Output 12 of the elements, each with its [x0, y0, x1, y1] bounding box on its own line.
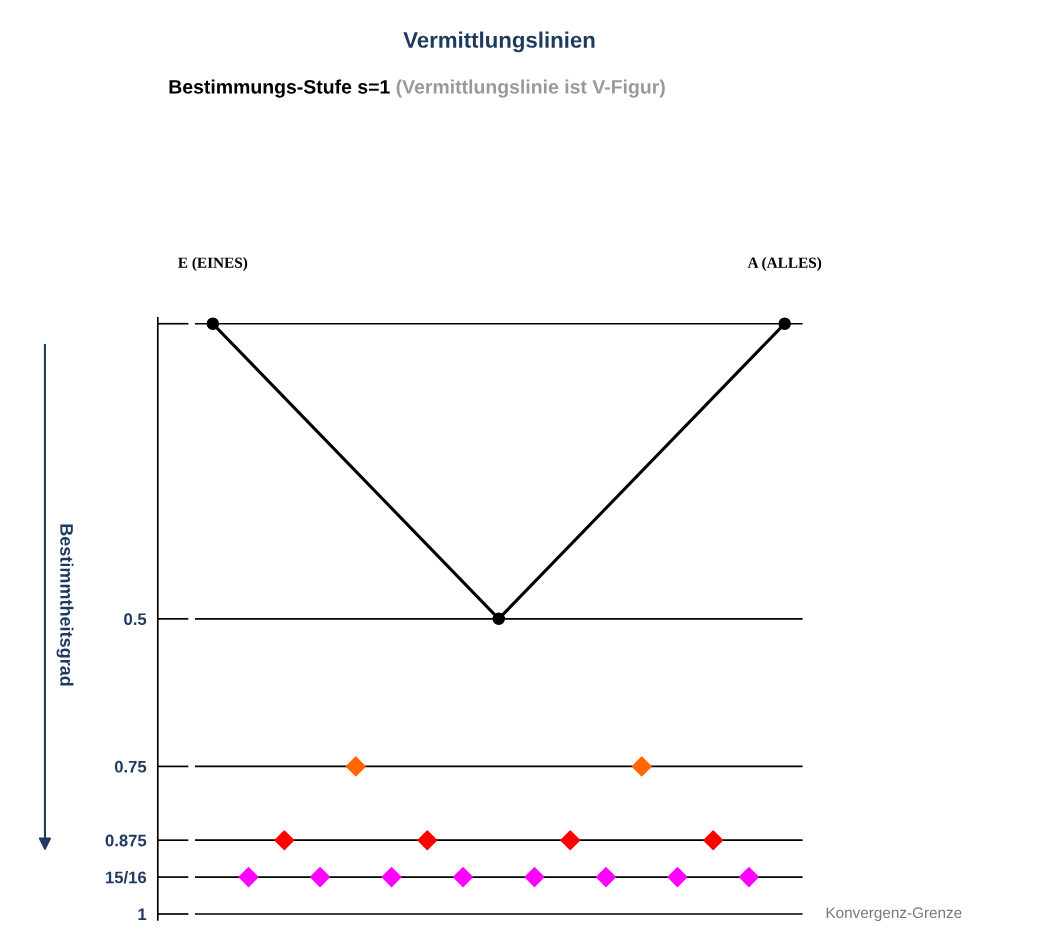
- text: A (ALLES): [747, 257, 822, 271]
- text: (Vermittlungslinie ist V-Figur): [396, 79, 665, 98]
- y-tick-label: 1: [138, 908, 147, 921]
- y-tick-label: 0.5: [124, 613, 147, 626]
- y-tick-label: 0.875: [105, 834, 147, 847]
- y-tick-label: 15/16: [106, 871, 147, 884]
- y-tick-label: 0.75: [114, 760, 147, 773]
- ref-line-label: Konvergenz-Grenze: [826, 907, 962, 922]
- text: E (EINES): [178, 257, 248, 271]
- chart-title: Vermittlungslinien: [403, 31, 595, 53]
- chart-subtitle: Bestimmungs-Stufe s=1: [169, 79, 390, 98]
- y-axis-title: Bestimmtheitsgrad: [56, 524, 74, 686]
